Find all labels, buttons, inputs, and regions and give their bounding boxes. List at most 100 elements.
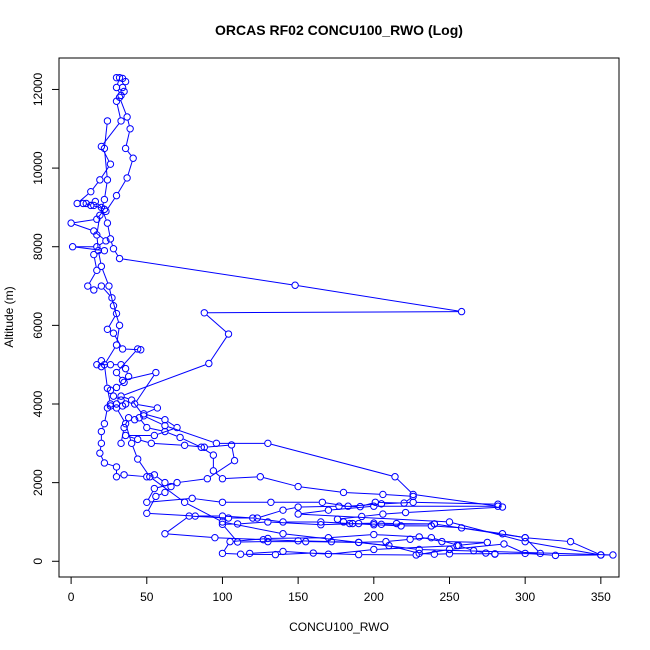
y-axis-label: Altitude (m)	[2, 286, 16, 347]
data-point	[97, 362, 106, 371]
data-point	[161, 416, 169, 424]
data-point	[90, 250, 98, 259]
series-segment	[434, 538, 456, 546]
data-point	[176, 433, 184, 442]
series-segment	[301, 486, 341, 493]
data-point	[430, 550, 439, 558]
series-segment	[136, 375, 155, 402]
data-point	[259, 535, 268, 544]
data-point	[147, 439, 156, 448]
data-point	[309, 549, 317, 557]
series-segment	[253, 551, 280, 554]
data-point	[118, 83, 127, 92]
data-point	[106, 386, 115, 394]
data-point	[90, 227, 98, 235]
y-tick-label: 4000	[31, 390, 45, 417]
data-point	[97, 439, 106, 448]
data-point	[180, 441, 189, 449]
series-segment	[527, 539, 539, 552]
data-point	[68, 243, 77, 251]
series-segment	[406, 498, 411, 502]
series-segment	[140, 439, 149, 443]
series-segment	[192, 515, 226, 519]
data-point	[121, 77, 130, 86]
series-segment	[126, 371, 128, 374]
data-point	[379, 490, 387, 499]
series-segment	[301, 513, 447, 523]
data-point	[317, 518, 325, 526]
data-point	[109, 392, 118, 400]
data-point	[188, 494, 196, 503]
series-segment	[325, 502, 345, 507]
data-point	[103, 117, 112, 125]
series-segment	[128, 436, 135, 439]
data-point	[90, 286, 98, 294]
series-segment	[150, 513, 192, 517]
series-segment	[103, 288, 111, 296]
data-point	[279, 530, 287, 538]
series-segment	[409, 506, 499, 513]
data-point	[224, 514, 233, 522]
data-point	[87, 187, 95, 196]
data-point	[143, 423, 151, 432]
data-point	[200, 309, 208, 317]
series-segment	[266, 539, 295, 542]
series-segment	[148, 491, 154, 500]
data-point	[112, 341, 121, 349]
data-point	[103, 219, 112, 227]
y-tick-label: 0	[31, 558, 45, 565]
data-point	[100, 205, 109, 214]
data-point	[218, 498, 227, 506]
series-segment	[96, 218, 100, 232]
series-segment	[150, 427, 162, 432]
data-point	[267, 498, 275, 506]
series-segment	[138, 404, 155, 408]
x-tick-label: 300	[515, 590, 535, 604]
data-point	[100, 195, 109, 204]
series-segment	[146, 416, 162, 425]
series-segment	[125, 420, 128, 425]
data-point	[227, 441, 236, 449]
data-point	[93, 243, 101, 251]
data-point	[233, 538, 242, 546]
data-point	[143, 498, 151, 506]
x-tick-label: 150	[288, 590, 308, 604]
data-point	[106, 160, 115, 168]
data-point	[121, 364, 130, 373]
data-point	[112, 383, 121, 392]
series-segment	[286, 551, 325, 555]
data-point	[551, 551, 560, 560]
series-segment	[98, 211, 103, 217]
series-segment	[127, 120, 130, 126]
series-segment	[397, 478, 412, 493]
series-segment	[218, 537, 260, 541]
data-point	[79, 199, 87, 208]
data-point	[115, 321, 124, 330]
data-point	[108, 294, 116, 302]
series-segment	[117, 410, 125, 421]
data-point	[96, 449, 104, 457]
series-segment	[363, 502, 373, 507]
data-point	[134, 455, 142, 463]
series-segment	[74, 219, 94, 224]
series-segment	[183, 438, 199, 447]
data-point	[382, 537, 390, 546]
data-point	[264, 534, 272, 543]
data-point	[218, 518, 227, 526]
data-point	[93, 215, 101, 223]
data-point	[409, 492, 417, 501]
data-point	[415, 549, 423, 558]
series-segment	[114, 251, 119, 256]
data-point	[233, 520, 242, 528]
y-tick-label: 6000	[31, 312, 45, 339]
series-segment	[437, 523, 522, 538]
series-segment	[203, 448, 211, 454]
data-point	[185, 512, 193, 520]
series-segment	[156, 476, 163, 481]
series-segment	[167, 421, 175, 427]
series-segment	[109, 289, 114, 303]
data-point	[115, 254, 124, 263]
data-point	[356, 502, 364, 511]
data-point	[279, 506, 287, 514]
